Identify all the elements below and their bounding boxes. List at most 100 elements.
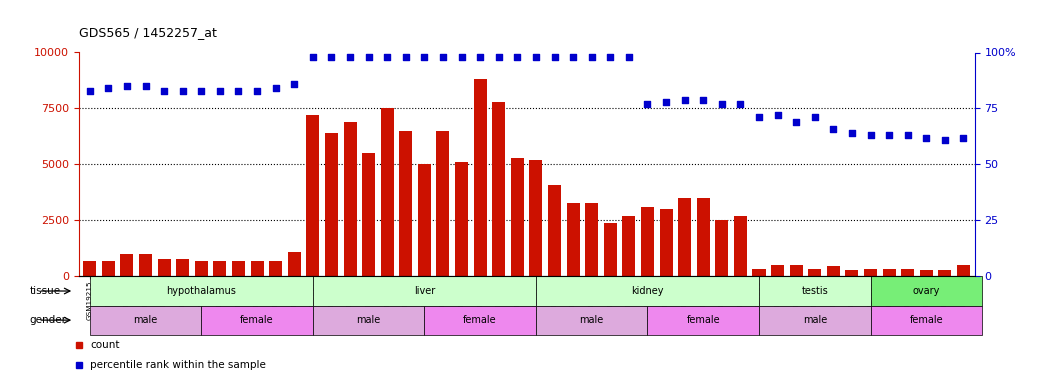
- Bar: [536, 276, 759, 306]
- Bar: [288, 252, 301, 276]
- Bar: [697, 198, 709, 276]
- Text: kidney: kidney: [631, 286, 663, 296]
- Bar: [176, 258, 190, 276]
- Point: [584, 54, 601, 60]
- Bar: [157, 258, 171, 276]
- Point: [565, 54, 582, 60]
- Bar: [90, 276, 313, 306]
- Bar: [808, 268, 822, 276]
- Bar: [752, 268, 765, 276]
- Bar: [759, 276, 871, 306]
- Bar: [529, 160, 543, 276]
- Bar: [474, 80, 486, 276]
- Bar: [846, 270, 858, 276]
- Bar: [771, 265, 784, 276]
- Bar: [536, 306, 648, 335]
- Point: [100, 86, 116, 92]
- Bar: [864, 268, 877, 276]
- Text: gender: gender: [29, 315, 66, 325]
- Point: [118, 83, 135, 89]
- Bar: [424, 306, 536, 335]
- Point: [788, 119, 805, 125]
- Point: [82, 88, 99, 94]
- Bar: [648, 306, 759, 335]
- Text: count: count: [90, 340, 119, 350]
- Point: [825, 126, 842, 132]
- Bar: [938, 270, 952, 276]
- Bar: [734, 216, 747, 276]
- Text: testis: testis: [802, 286, 828, 296]
- Bar: [83, 261, 96, 276]
- Text: GDS565 / 1452257_at: GDS565 / 1452257_at: [79, 26, 217, 39]
- Point: [509, 54, 526, 60]
- Point: [676, 96, 693, 102]
- Text: tissue: tissue: [29, 286, 61, 296]
- Point: [527, 54, 544, 60]
- Bar: [957, 265, 970, 276]
- Bar: [641, 207, 654, 276]
- Point: [267, 86, 284, 92]
- Point: [750, 114, 767, 120]
- Bar: [623, 216, 635, 276]
- Point: [806, 114, 823, 120]
- Text: female: female: [910, 315, 943, 325]
- Point: [937, 137, 954, 143]
- Point: [844, 130, 860, 136]
- Bar: [90, 306, 201, 335]
- Bar: [380, 108, 394, 276]
- Point: [361, 54, 377, 60]
- Point: [231, 88, 247, 94]
- Bar: [139, 254, 152, 276]
- Bar: [269, 261, 282, 276]
- Point: [620, 54, 637, 60]
- Bar: [418, 165, 431, 276]
- Point: [378, 54, 395, 60]
- Text: ovary: ovary: [913, 286, 940, 296]
- Text: male: male: [356, 315, 380, 325]
- Bar: [313, 306, 424, 335]
- Point: [342, 54, 358, 60]
- Bar: [790, 265, 803, 276]
- Point: [435, 54, 452, 60]
- Point: [212, 88, 228, 94]
- Bar: [901, 268, 914, 276]
- Point: [602, 54, 618, 60]
- Point: [863, 132, 879, 138]
- Bar: [250, 261, 263, 276]
- Point: [658, 99, 675, 105]
- Point: [714, 101, 730, 107]
- Bar: [363, 153, 375, 276]
- Text: male: male: [133, 315, 157, 325]
- Bar: [920, 270, 933, 276]
- Bar: [313, 276, 536, 306]
- Point: [955, 135, 971, 141]
- Bar: [325, 133, 337, 276]
- Point: [323, 54, 340, 60]
- Point: [918, 135, 935, 141]
- Bar: [121, 254, 133, 276]
- Text: male: male: [803, 315, 827, 325]
- Text: female: female: [686, 315, 720, 325]
- Point: [156, 88, 173, 94]
- Bar: [871, 276, 982, 306]
- Point: [416, 54, 433, 60]
- Point: [546, 54, 563, 60]
- Bar: [871, 306, 982, 335]
- Point: [453, 54, 470, 60]
- Bar: [399, 131, 412, 276]
- Bar: [659, 209, 673, 276]
- Bar: [882, 268, 896, 276]
- Bar: [827, 266, 839, 276]
- Point: [397, 54, 414, 60]
- Bar: [493, 102, 505, 276]
- Bar: [344, 122, 356, 276]
- Point: [193, 88, 210, 94]
- Text: female: female: [463, 315, 497, 325]
- Bar: [306, 115, 320, 276]
- Point: [769, 112, 786, 118]
- Point: [899, 132, 916, 138]
- Bar: [716, 220, 728, 276]
- Bar: [102, 261, 115, 276]
- Text: female: female: [240, 315, 274, 325]
- Bar: [510, 158, 524, 276]
